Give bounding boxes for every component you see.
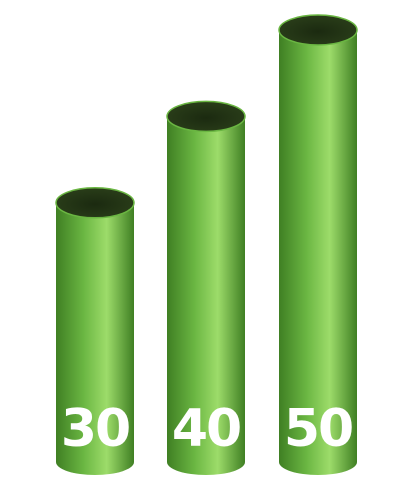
cylinder-bar	[166, 100, 246, 476]
value-label: 40	[172, 399, 240, 459]
cylinder-bar	[55, 187, 135, 476]
value-labels-layer: 30 40 50	[61, 399, 354, 459]
cylinder-body	[56, 202, 134, 476]
cylinder-top	[166, 100, 246, 133]
value-label: 30	[61, 399, 129, 459]
cylinder-top	[55, 187, 135, 219]
cylinder-body	[279, 30, 357, 475]
cylinder-bar	[278, 14, 358, 475]
value-label: 50	[284, 399, 352, 459]
bars-layer	[55, 14, 358, 476]
cylinder-body	[167, 116, 245, 476]
cylinder-top	[278, 14, 358, 46]
